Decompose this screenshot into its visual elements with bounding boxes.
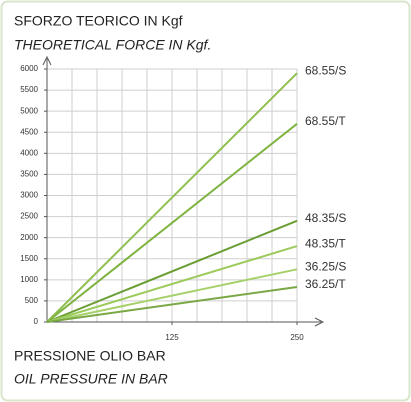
series-label: 48.35/T [305,236,346,250]
y-tick-label: 3500 [20,170,38,179]
series-line [46,123,298,323]
y-tick-label: 500 [25,296,39,305]
series-line [46,286,298,323]
y-tick-label: 4500 [20,127,38,136]
y-tick-label: 1000 [20,275,38,284]
series-line [46,245,298,323]
series-label: 36.25/S [305,259,346,273]
series-label: 48.35/S [305,211,346,225]
y-tick-label: 5500 [20,85,38,94]
chart-subtitle: THEORETICAL FORCE IN Kgf. [14,37,211,53]
y-tick-label: 6000 [20,64,38,73]
x-axis-label: PRESSIONE OLIO BAR [14,348,166,364]
y-tick-label: 4000 [20,148,38,157]
y-tick-label: 5000 [20,106,38,115]
y-tick-label: 2500 [20,212,38,221]
series-line [46,268,298,323]
y-tick-label: 2000 [20,233,38,242]
x-tick-label: 250 [290,333,304,342]
y-tick-label: 3000 [20,191,38,200]
series-line [46,72,298,323]
x-axis-label-2: OIL PRESSURE IN BAR [14,371,168,387]
x-tick-label: 125 [165,333,179,342]
series-label: 68.55/T [305,114,346,128]
series-label: 68.55/S [305,63,346,77]
y-tick-label: 1500 [20,254,38,263]
x-axis-arrow [314,317,325,327]
chart-title: SFORZO TEORICO IN Kgf [14,13,183,29]
y-axis-arrow [42,55,52,66]
series-line [46,219,298,323]
y-tick-label: 0 [34,317,39,326]
series-label: 36.25/T [305,277,346,291]
